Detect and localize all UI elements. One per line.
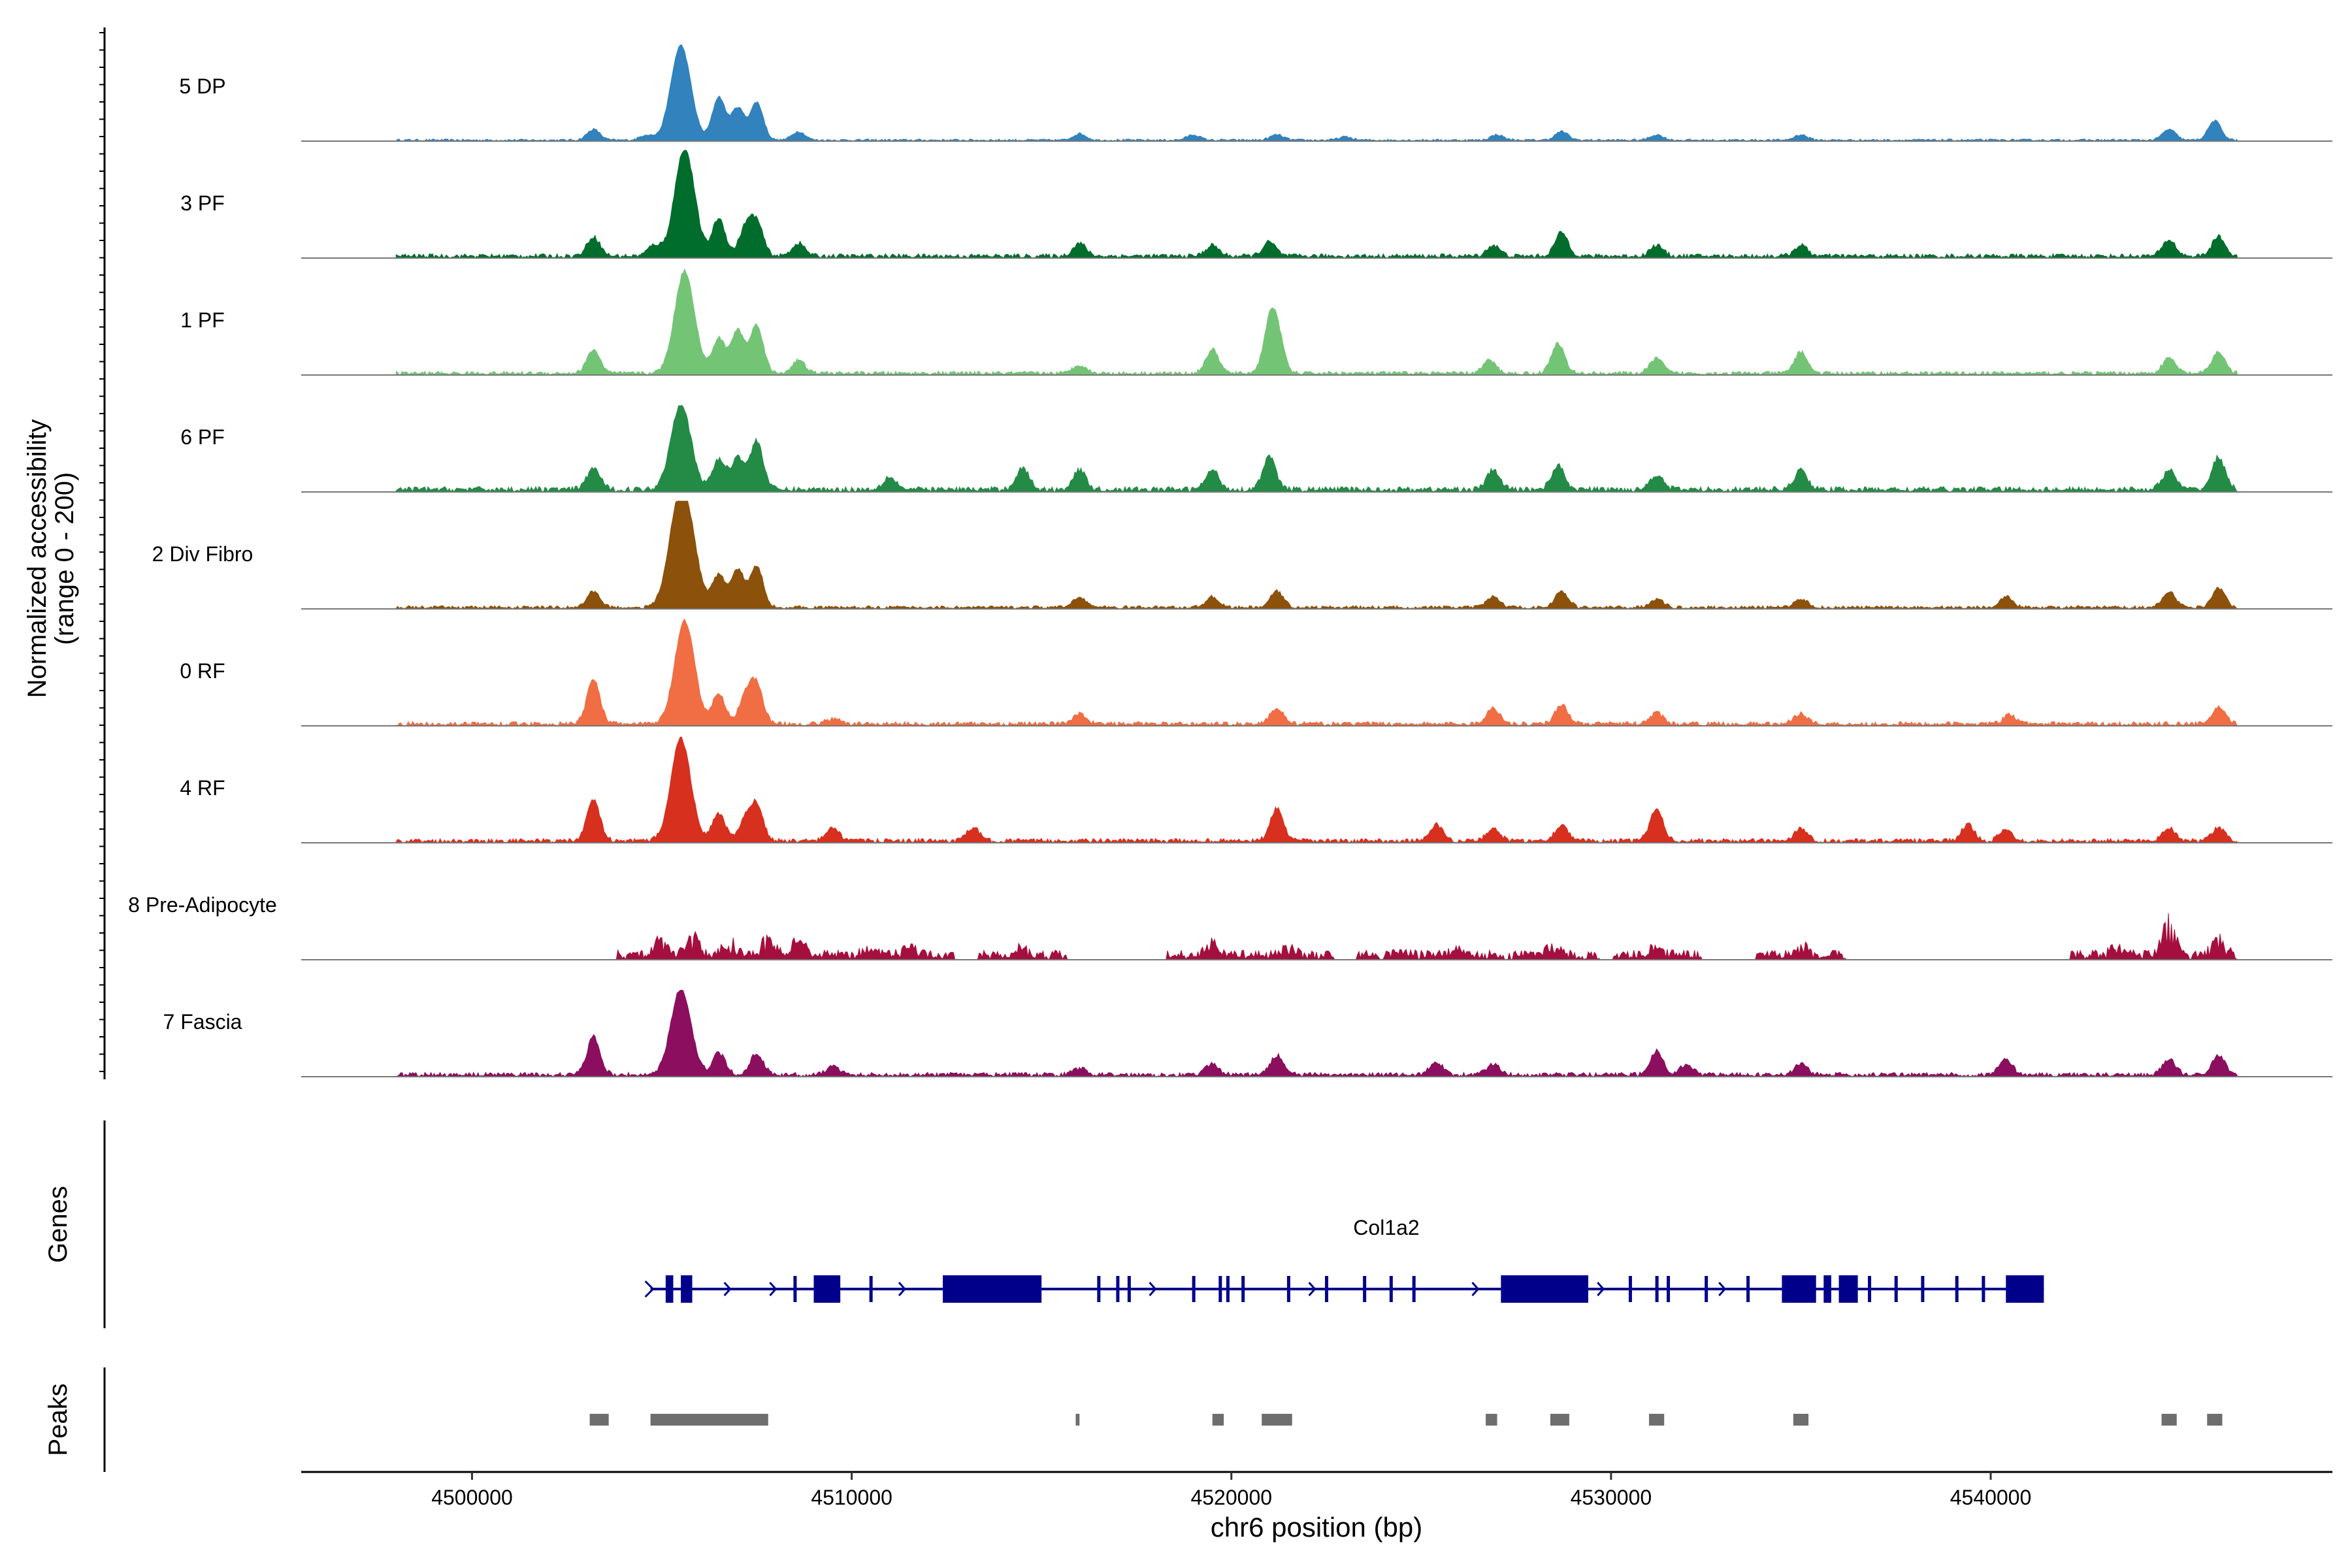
peak-region <box>1212 1414 1224 1426</box>
small-exon <box>1921 1276 1925 1302</box>
track-label: 8 Pre-Adipocyte <box>128 893 277 917</box>
strand-arrow <box>1597 1281 1605 1297</box>
genes-panel-label: Genes <box>44 1186 73 1263</box>
y-axis-label-line1: Normalized accessibility <box>23 419 52 698</box>
coverage-tracks: 5 DP 3 PF 1 PF 6 PF 2 Div Fibro 0 RF 4 RF 8 Pre… <box>128 44 2332 1078</box>
strand-arrow <box>1308 1281 1316 1297</box>
strand-arrow <box>898 1281 907 1297</box>
small-exon <box>1955 1276 1959 1302</box>
strand-arrow <box>723 1281 732 1297</box>
small-exon <box>1286 1276 1290 1302</box>
coverage-track: 1 PF <box>180 268 2332 376</box>
strand-arrow <box>644 1280 655 1298</box>
track-label: 7 Fascia <box>163 1010 242 1034</box>
track-label: 0 RF <box>180 659 225 683</box>
exon <box>813 1275 841 1303</box>
coverage-area <box>395 404 2238 493</box>
small-exon <box>1192 1276 1196 1302</box>
small-exon <box>1389 1276 1393 1302</box>
peak-region <box>1793 1414 1809 1426</box>
peak-region <box>1075 1414 1080 1426</box>
small-exon <box>1218 1276 1222 1302</box>
x-tick-label: 4510000 <box>811 1486 892 1509</box>
track-label: 5 DP <box>179 74 225 98</box>
small-exon <box>1325 1276 1329 1302</box>
gene-name-label: Col1a2 <box>1353 1216 1419 1239</box>
exon <box>2006 1275 2044 1303</box>
peak-region <box>1648 1414 1665 1426</box>
track-label: 2 Div Fibro <box>152 542 253 566</box>
peak-region <box>1262 1414 1292 1426</box>
exon <box>943 1275 1042 1303</box>
coverage-track: 8 Pre-Adipocyte <box>128 893 2332 961</box>
coverage-area <box>395 44 2238 142</box>
strand-arrow <box>1149 1281 1157 1297</box>
small-exon <box>1127 1276 1131 1302</box>
small-exon <box>1705 1276 1708 1302</box>
strand-arrow <box>769 1281 777 1297</box>
x-axis-label: chr6 position (bp) <box>1211 1512 1423 1543</box>
coverage-area <box>395 989 2238 1078</box>
track-label: 4 RF <box>180 776 225 800</box>
small-exon <box>1363 1276 1367 1302</box>
exon <box>1501 1275 1589 1303</box>
exon <box>1838 1275 1858 1303</box>
coverage-track: 7 Fascia <box>163 989 2332 1078</box>
exon <box>665 1275 674 1303</box>
coverage-track: 3 PF <box>180 150 2332 259</box>
small-exon <box>869 1276 873 1302</box>
small-exon <box>1667 1276 1671 1302</box>
y-axis-label-line2: (range 0 - 200) <box>50 472 79 645</box>
small-exon <box>1097 1276 1101 1302</box>
small-exon <box>1628 1276 1632 1302</box>
x-axis-ticks: 4500000 4510000 4520000 4530000 4540000 <box>431 1472 2031 1509</box>
peak-region <box>1550 1414 1569 1426</box>
small-exon <box>1746 1276 1750 1302</box>
small-exon <box>1241 1276 1245 1302</box>
coverage-area <box>395 618 2238 727</box>
strand-arrow <box>1718 1281 1727 1297</box>
x-tick-label: 4500000 <box>431 1486 513 1509</box>
coverage-track: 6 PF <box>180 404 2332 493</box>
small-exon <box>793 1276 797 1302</box>
coverage-area <box>395 500 2239 610</box>
coverage-y-axis-ticks <box>99 32 105 1072</box>
coverage-track: 4 RF <box>180 736 2332 844</box>
x-tick-label: 4530000 <box>1571 1486 1652 1509</box>
coverage-track: 5 DP <box>179 44 2332 142</box>
peak-regions <box>589 1414 2223 1426</box>
small-exon <box>1655 1276 1659 1302</box>
peak-region <box>2161 1414 2177 1426</box>
exon <box>1782 1275 1816 1303</box>
exon <box>681 1275 693 1303</box>
x-tick-label: 4540000 <box>1950 1486 2032 1509</box>
small-exon <box>1982 1276 1985 1302</box>
peak-region <box>589 1414 609 1426</box>
exon <box>1823 1275 1831 1303</box>
small-exon <box>1226 1276 1230 1302</box>
coverage-area <box>395 736 2238 844</box>
coverage-track: 0 RF <box>180 618 2332 727</box>
small-exon <box>1868 1276 1872 1302</box>
track-label: 3 PF <box>180 191 225 215</box>
small-exon <box>1116 1276 1120 1302</box>
gene-track <box>644 1275 2044 1303</box>
peak-region <box>2207 1414 2223 1426</box>
small-exon <box>1894 1276 1898 1302</box>
strand-arrow <box>1471 1281 1480 1297</box>
peak-region <box>1486 1414 1497 1426</box>
track-label: 6 PF <box>180 425 225 449</box>
track-label: 1 PF <box>180 308 225 332</box>
x-tick-label: 4520000 <box>1190 1486 1272 1509</box>
coverage-track: 2 Div Fibro <box>152 500 2332 610</box>
small-exon <box>1412 1276 1416 1302</box>
coverage-area <box>395 150 2238 259</box>
peak-region <box>650 1414 768 1426</box>
peaks-panel-label: Peaks <box>44 1383 73 1456</box>
coverage-area <box>395 268 2238 376</box>
